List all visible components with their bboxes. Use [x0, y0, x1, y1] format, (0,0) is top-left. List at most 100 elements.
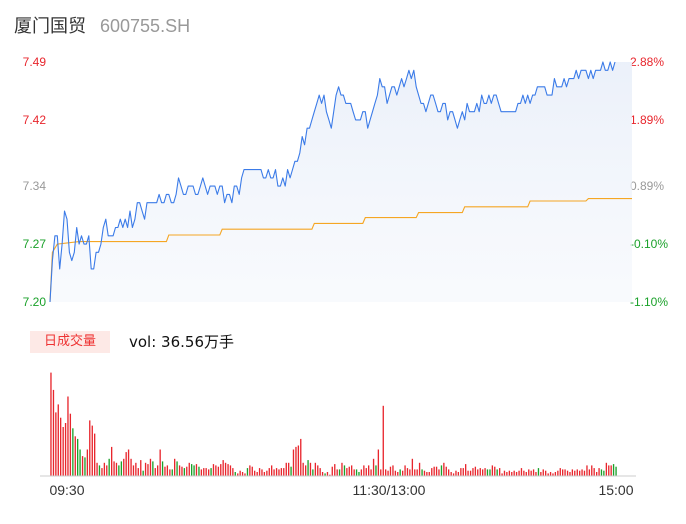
volume-bar	[220, 464, 222, 476]
volume-bar	[251, 466, 253, 476]
volume-bar	[50, 372, 52, 476]
average-line	[49, 198, 632, 303]
volume-bar	[84, 457, 86, 476]
volume-bar	[205, 468, 207, 476]
volume-bar	[525, 472, 527, 476]
price-tick-label: 7.49	[23, 55, 47, 69]
volume-bar	[237, 473, 239, 477]
volume-bar	[537, 468, 540, 476]
volume-bar	[423, 470, 426, 476]
volume-bar	[554, 472, 557, 476]
volume-bar	[246, 468, 249, 476]
volume-bar	[227, 464, 229, 476]
volume-bar	[169, 469, 171, 476]
volume-bar	[140, 460, 142, 476]
volume-bar	[309, 462, 312, 477]
volume-bar	[598, 468, 600, 476]
volume-bar	[239, 470, 241, 476]
volume-bar	[559, 468, 561, 476]
percent-tick-label: -0.10%	[630, 237, 668, 251]
volume-bar	[348, 466, 350, 476]
volume-readout: vol: 36.56万手	[129, 333, 234, 351]
volume-bar	[288, 462, 290, 477]
volume-bar	[81, 456, 84, 476]
volume-bar	[576, 469, 578, 476]
volume-bar	[285, 462, 287, 477]
volume-bar	[591, 465, 593, 476]
volume-bar	[256, 472, 258, 476]
volume-bar	[217, 466, 220, 476]
volume-bar	[603, 470, 605, 476]
header: 厦门国贸 600755.SH	[14, 12, 190, 40]
volume-bar	[351, 465, 353, 476]
percent-axis: 2.88% 1.89% 0.89% -0.10% -1.10%	[630, 55, 668, 309]
price-line-group	[49, 61, 616, 303]
volume-bar	[392, 465, 394, 476]
volume-bar	[435, 466, 438, 476]
volume-bar	[499, 468, 501, 476]
volume-bar	[528, 469, 530, 476]
volume-bar	[557, 470, 559, 476]
volume-bar	[353, 469, 355, 476]
volume-bar	[57, 404, 59, 476]
volume-bar	[593, 468, 595, 476]
volume-bar	[334, 464, 336, 476]
volume-bar	[569, 472, 571, 476]
volume-bar	[358, 472, 360, 476]
volume-bar	[72, 428, 74, 476]
volume-bar	[154, 468, 156, 476]
price-area-fill	[50, 62, 632, 302]
volume-bar	[484, 468, 486, 476]
volume-bar	[343, 465, 346, 476]
volume-bar	[111, 446, 113, 477]
volume-bar	[329, 474, 331, 476]
price-tick-label: 7.34	[23, 179, 47, 193]
volume-bar	[249, 465, 251, 476]
volume-bar	[547, 473, 549, 477]
volume-bar	[244, 473, 246, 477]
price-tick-label: 7.20	[23, 295, 47, 309]
time-tick-label: 11:30/13:00	[353, 482, 426, 498]
volume-bar	[579, 470, 581, 476]
volume-bar	[469, 470, 472, 476]
percent-tick-label: 1.89%	[630, 113, 664, 127]
volume-bar	[486, 469, 489, 476]
volume-bar	[596, 472, 598, 476]
volume-bar	[496, 469, 498, 476]
volume-bar	[106, 465, 108, 476]
volume-bar	[365, 468, 367, 476]
volume-bar	[370, 469, 372, 476]
volume-bar	[123, 458, 125, 476]
volume-bar	[445, 466, 447, 476]
volume-bar	[610, 465, 612, 476]
volume-bar	[108, 458, 110, 476]
volume-bar	[113, 461, 115, 476]
volume-bar	[535, 472, 537, 476]
volume-bar	[258, 468, 261, 476]
stock-name: 厦门国贸	[14, 16, 86, 37]
volume-bar	[55, 412, 57, 476]
volume-bar	[375, 465, 377, 476]
volume-bar	[571, 469, 574, 476]
price-area	[50, 62, 632, 302]
volume-bar	[314, 462, 317, 477]
volume-bar	[212, 464, 215, 476]
volume-bar	[482, 469, 484, 476]
volume-bar	[450, 472, 452, 476]
volume-bar	[120, 461, 123, 476]
volume-bar	[562, 469, 564, 476]
volume-tab[interactable]: 日成交量	[30, 331, 110, 353]
volume-bar	[234, 472, 236, 476]
volume-bar	[409, 469, 411, 476]
volume-bar	[164, 466, 166, 476]
volume-bar	[86, 449, 89, 476]
volume-bar	[69, 413, 72, 476]
volume-bar	[324, 473, 326, 477]
volume-bar	[448, 469, 450, 476]
volume-bar	[608, 465, 610, 476]
volume-bar	[142, 470, 144, 476]
volume-bar	[411, 458, 414, 476]
volume-bar	[523, 470, 525, 476]
volume-bar	[254, 470, 256, 476]
volume-bar	[360, 469, 363, 476]
